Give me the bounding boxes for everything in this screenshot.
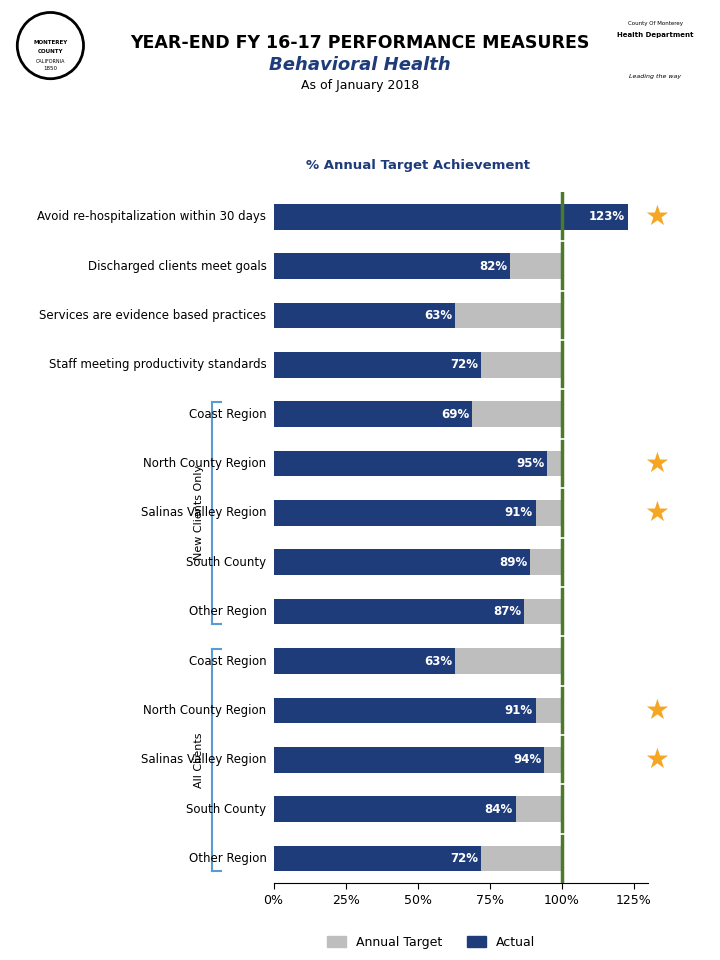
Bar	[274, 648, 562, 674]
Text: North County Region: North County Region	[143, 457, 266, 470]
Bar	[274, 796, 516, 822]
Text: 87%: 87%	[493, 605, 521, 618]
Bar	[274, 698, 536, 723]
Bar	[274, 450, 562, 476]
Bar	[274, 352, 481, 377]
Text: As of January 2018: As of January 2018	[301, 79, 419, 92]
Bar	[274, 599, 562, 625]
Bar	[274, 648, 455, 674]
Text: South County: South County	[186, 803, 266, 816]
Text: 63%: 63%	[424, 309, 452, 322]
Bar	[274, 846, 562, 872]
Text: MONTEREY: MONTEREY	[33, 39, 68, 44]
Bar	[274, 747, 544, 773]
Bar	[274, 549, 530, 575]
Bar	[274, 698, 562, 723]
Text: % Annual Target Achievement: % Annual Target Achievement	[305, 159, 530, 172]
Bar	[274, 846, 481, 872]
Text: ★: ★	[644, 449, 669, 477]
Text: 123%: 123%	[589, 210, 625, 223]
Text: Other Region: Other Region	[189, 605, 266, 618]
Text: New Clients Only: New Clients Only	[194, 466, 204, 561]
Bar	[274, 204, 628, 229]
Bar	[274, 549, 562, 575]
Bar	[274, 747, 562, 773]
Text: COUNTY: COUNTY	[37, 49, 63, 54]
Text: Services are evidence based practices: Services are evidence based practices	[40, 309, 266, 322]
Text: 63%: 63%	[424, 655, 452, 667]
Bar	[274, 599, 524, 625]
Text: Coast Region: Coast Region	[189, 655, 266, 667]
Text: South County: South County	[186, 556, 266, 568]
Text: Other Region: Other Region	[189, 852, 266, 865]
Text: Health Department: Health Department	[617, 33, 693, 38]
Bar	[274, 450, 547, 476]
Legend: Annual Target, Actual: Annual Target, Actual	[322, 931, 540, 954]
Text: Coast Region: Coast Region	[189, 408, 266, 420]
Text: North County Region: North County Region	[143, 704, 266, 717]
Text: 89%: 89%	[499, 556, 527, 568]
Text: YEAR-END FY 16-17 PERFORMANCE MEASURES: YEAR-END FY 16-17 PERFORMANCE MEASURES	[130, 34, 590, 52]
Text: 95%: 95%	[516, 457, 544, 470]
Bar	[274, 796, 562, 822]
Text: 94%: 94%	[513, 754, 541, 766]
Bar	[274, 352, 562, 377]
Text: Behavioral Health: Behavioral Health	[269, 56, 451, 74]
Text: 72%: 72%	[450, 852, 478, 865]
Text: Discharged clients meet goals: Discharged clients meet goals	[88, 259, 266, 273]
Text: Salinas Valley Region: Salinas Valley Region	[141, 754, 266, 766]
Text: 1850: 1850	[43, 66, 58, 71]
Text: 72%: 72%	[450, 358, 478, 372]
Text: Salinas Valley Region: Salinas Valley Region	[141, 507, 266, 519]
Text: ★: ★	[644, 696, 669, 725]
Text: 69%: 69%	[441, 408, 469, 420]
Bar	[274, 401, 562, 427]
Text: CALIFORNIA: CALIFORNIA	[36, 59, 65, 64]
Text: 84%: 84%	[485, 803, 513, 816]
Text: 91%: 91%	[505, 704, 533, 717]
Bar	[274, 500, 562, 526]
Text: 91%: 91%	[505, 507, 533, 519]
Text: Staff meeting productivity standards: Staff meeting productivity standards	[49, 358, 266, 372]
Bar	[274, 253, 562, 279]
Text: All Clients: All Clients	[194, 732, 204, 787]
Text: ★: ★	[644, 499, 669, 527]
Text: ★: ★	[644, 203, 669, 230]
Text: County Of Monterey: County Of Monterey	[628, 20, 683, 26]
Bar	[274, 204, 562, 229]
Bar	[274, 253, 510, 279]
Bar	[274, 500, 536, 526]
Bar	[274, 302, 562, 328]
Text: ★: ★	[644, 746, 669, 774]
Text: Leading the way: Leading the way	[629, 74, 681, 79]
Bar	[274, 302, 455, 328]
Bar	[274, 401, 472, 427]
Text: Avoid re-hospitalization within 30 days: Avoid re-hospitalization within 30 days	[37, 210, 266, 223]
Text: 82%: 82%	[479, 259, 507, 273]
